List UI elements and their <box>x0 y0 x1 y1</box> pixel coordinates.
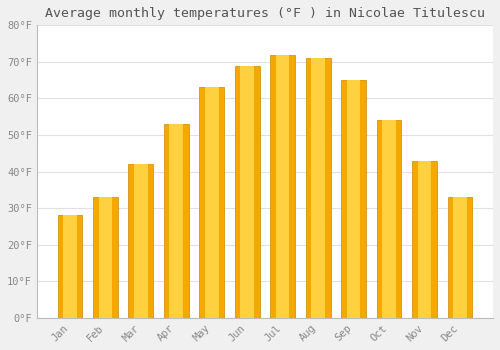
Bar <box>164 124 188 318</box>
Bar <box>270 55 295 318</box>
Bar <box>200 88 224 318</box>
Bar <box>240 65 254 318</box>
Title: Average monthly temperatures (°F ) in Nicolae Titulescu: Average monthly temperatures (°F ) in Ni… <box>45 7 485 20</box>
Bar <box>98 197 112 318</box>
Bar <box>312 58 325 318</box>
Bar <box>341 80 366 318</box>
Bar <box>58 216 82 318</box>
Bar <box>306 58 330 318</box>
Bar <box>418 161 432 318</box>
Bar <box>235 65 260 318</box>
Bar <box>412 161 437 318</box>
Bar <box>382 120 396 318</box>
Bar <box>134 164 147 318</box>
Bar <box>376 120 402 318</box>
Bar <box>276 55 289 318</box>
Bar <box>128 164 154 318</box>
Bar <box>93 197 118 318</box>
Bar <box>170 124 183 318</box>
Bar <box>63 216 77 318</box>
Bar <box>453 197 466 318</box>
Bar <box>448 197 472 318</box>
Bar <box>205 88 218 318</box>
Bar <box>346 80 360 318</box>
